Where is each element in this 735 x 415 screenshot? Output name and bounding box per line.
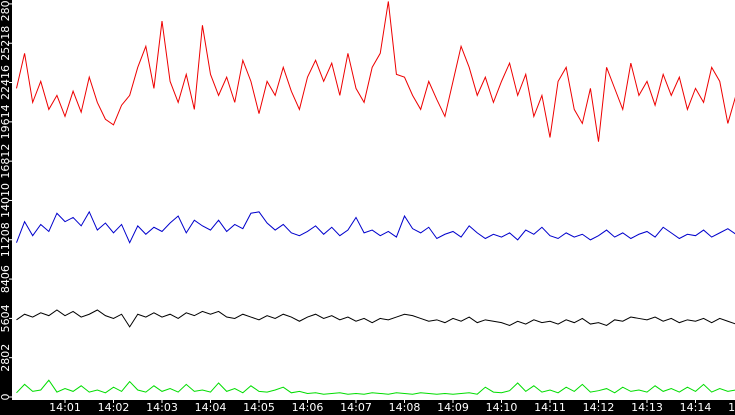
x-tick-label: 14:09 [437, 401, 469, 414]
x-tick-label: 14:08 [389, 401, 421, 414]
x-tick-label: 14:15 [728, 401, 735, 414]
x-tick-label: 14:02 [98, 401, 130, 414]
x-tick-label: 14:06 [292, 401, 324, 414]
y-tick-label: 16812 [0, 144, 12, 179]
y-tick-label: 25218 [0, 26, 12, 61]
y-tick-label: 5604 [0, 304, 12, 332]
y-tick-label: 28020 [0, 0, 12, 21]
x-tick-label: 14:11 [534, 401, 566, 414]
x-tick-label: 14:04 [195, 401, 227, 414]
x-tick-label: 14:07 [340, 401, 372, 414]
x-tick-label: 14:01 [49, 401, 81, 414]
x-axis-strip [0, 400, 735, 415]
y-tick-label: 0 [0, 394, 12, 401]
series-line [16, 379, 735, 395]
y-tick-label: 8406 [0, 265, 12, 293]
x-tick-label: 14:13 [631, 401, 663, 414]
series-line [16, 309, 735, 328]
x-tick-label: 14:14 [680, 401, 712, 414]
y-tick-label: 2802 [0, 344, 12, 372]
series-line [16, 1, 735, 142]
series-line [16, 210, 735, 244]
x-tick-label: 14:05 [243, 401, 275, 414]
y-tick-label: 19614 [0, 104, 12, 139]
x-tick-label: 14:10 [486, 401, 518, 414]
y-tick-label: 22416 [0, 65, 12, 100]
x-tick-label: 14:12 [583, 401, 615, 414]
x-tick-label: 14:03 [146, 401, 178, 414]
y-axis-strip [0, 0, 12, 400]
y-tick-label: 11208 [0, 222, 12, 257]
y-tick-label: 14010 [0, 183, 12, 218]
